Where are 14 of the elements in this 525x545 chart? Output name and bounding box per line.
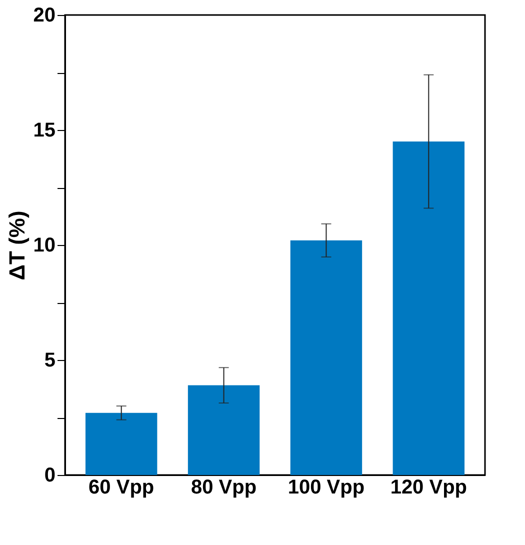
x-tick-label: 80 Vpp bbox=[190, 476, 257, 498]
x-tick-label: 60 Vpp bbox=[88, 476, 154, 498]
bar bbox=[188, 385, 260, 475]
y-axis-title: ΔT (%) bbox=[4, 210, 30, 280]
y-tick-label: 5 bbox=[44, 350, 56, 372]
y-tick-label: 0 bbox=[44, 464, 56, 486]
y-tick-label: 15 bbox=[33, 120, 56, 142]
y-tick-label: 10 bbox=[33, 234, 56, 256]
bar bbox=[85, 412, 158, 475]
bar bbox=[290, 240, 362, 475]
x-tick-label: 120 Vpp bbox=[390, 476, 468, 498]
x-tick-label: 100 Vpp bbox=[288, 476, 365, 498]
y-tick-label: 20 bbox=[33, 4, 56, 26]
bar bbox=[392, 142, 465, 475]
